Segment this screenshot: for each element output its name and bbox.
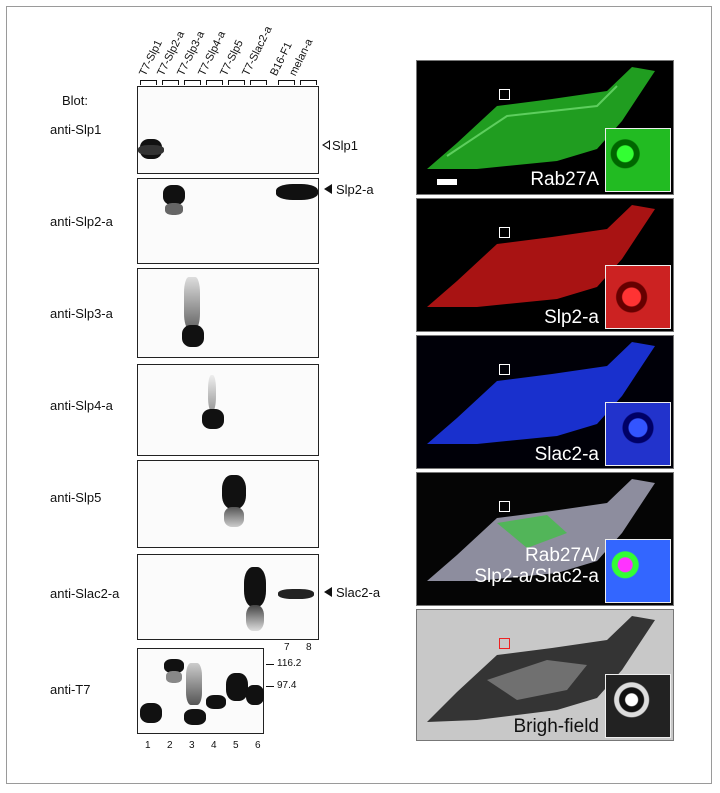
band — [208, 375, 216, 411]
band — [246, 605, 264, 631]
cell-image — [427, 205, 655, 307]
lane-number-3: 3 — [189, 740, 195, 751]
band — [164, 659, 184, 673]
filled-arrowhead-icon — [324, 184, 332, 194]
panel-label-slp2a: Slp2-a — [544, 307, 599, 328]
band — [206, 695, 226, 709]
inset-zoom — [605, 128, 671, 192]
roi-box — [499, 89, 510, 100]
lane-bracket — [300, 80, 317, 85]
lane-number-5: 5 — [233, 740, 239, 751]
lane-bracket — [250, 80, 267, 85]
band — [186, 663, 202, 705]
roi-box — [499, 364, 510, 375]
blot-antibody-label: anti-Slp2-a — [50, 214, 113, 229]
blot-antibody-label: anti-Slp3-a — [50, 306, 113, 321]
band — [276, 184, 318, 200]
lane-bracket — [140, 80, 157, 85]
blot-panel-slp3a — [137, 268, 319, 358]
blot-panel-slp2a — [137, 178, 319, 264]
lane-bracket — [162, 80, 179, 85]
lane-bracket — [206, 80, 223, 85]
filled-arrowhead-icon — [324, 587, 332, 597]
mw-tick — [266, 664, 274, 665]
cell-image — [427, 616, 655, 722]
fluorescence-panel-slp2a: Slp2-a — [416, 198, 674, 332]
lane-number-8: 8 — [306, 642, 312, 653]
inset-zoom — [605, 539, 671, 603]
lane-number-2: 2 — [167, 740, 173, 751]
roi-box — [499, 501, 510, 512]
band — [244, 567, 266, 607]
band — [184, 709, 206, 725]
band — [224, 507, 244, 527]
inset-zoom — [605, 674, 671, 738]
inset-zoom — [605, 265, 671, 329]
lane-number-6: 6 — [255, 740, 261, 751]
lane-bracket — [278, 80, 295, 85]
open-arrowhead-fill — [324, 142, 329, 148]
band — [140, 703, 162, 723]
panel-label-rab27a: Rab27A — [530, 169, 599, 190]
band — [165, 203, 183, 215]
blot-panel-slp1 — [137, 86, 319, 174]
mw-marker-116: 116.2 — [277, 658, 302, 669]
mw-marker-97: 97.4 — [277, 680, 297, 691]
fluorescence-panel-rab27a: Rab27A — [416, 60, 674, 195]
fluorescence-panel-merge: Rab27A/ Slp2-a/Slac2-a — [416, 472, 674, 606]
blot-panel-slp4a — [137, 364, 319, 456]
band — [278, 589, 314, 599]
blot-antibody-label: anti-Slp1 — [50, 122, 102, 137]
blot-antibody-label: anti-Slp4-a — [50, 398, 113, 413]
band — [202, 409, 224, 429]
cell-image — [427, 342, 655, 444]
band — [163, 185, 185, 205]
band — [226, 673, 248, 701]
lane-bracket — [228, 80, 245, 85]
fluorescence-panel-slac2a: Slac2-a — [416, 335, 674, 469]
roi-box — [499, 227, 510, 238]
blot-antibody-label: anti-T7 — [50, 682, 91, 697]
blot-antibody-label: anti-Slac2-a — [50, 586, 120, 601]
blot-header: Blot: — [62, 93, 89, 108]
band-label-slp2a: Slp2-a — [336, 182, 374, 197]
panel-label-merge: Rab27A/ Slp2-a/Slac2-a — [474, 545, 599, 587]
blot-antibody-label: anti-Slp5 — [50, 490, 102, 505]
panel-label-slac2a: Slac2-a — [534, 444, 599, 465]
lane-bracket — [184, 80, 201, 85]
band — [138, 145, 164, 155]
band-label-slp1: Slp1 — [332, 138, 359, 153]
roi-box — [499, 638, 510, 649]
lane-number-4: 4 — [211, 740, 217, 751]
fluorescence-panel-brightfield: Brigh-field — [416, 609, 674, 741]
mw-tick — [266, 686, 274, 687]
panel-label-brightfield: Brigh-field — [513, 716, 599, 737]
band — [246, 685, 264, 705]
lane-number-1: 1 — [145, 740, 151, 751]
band — [222, 475, 246, 509]
blot-panel-slp5 — [137, 460, 319, 548]
blot-panel-slac2a — [137, 554, 319, 640]
inset-zoom — [605, 402, 671, 466]
figure-frame — [6, 6, 712, 784]
blot-panel-t7 — [137, 648, 264, 734]
band — [184, 277, 200, 329]
cell-image — [427, 479, 655, 581]
scale-bar — [437, 179, 457, 185]
band — [182, 325, 204, 347]
lane-number-7: 7 — [284, 642, 290, 653]
cell-image — [427, 67, 655, 169]
band-label-slac2a: Slac2-a — [336, 585, 381, 600]
band — [166, 671, 182, 683]
